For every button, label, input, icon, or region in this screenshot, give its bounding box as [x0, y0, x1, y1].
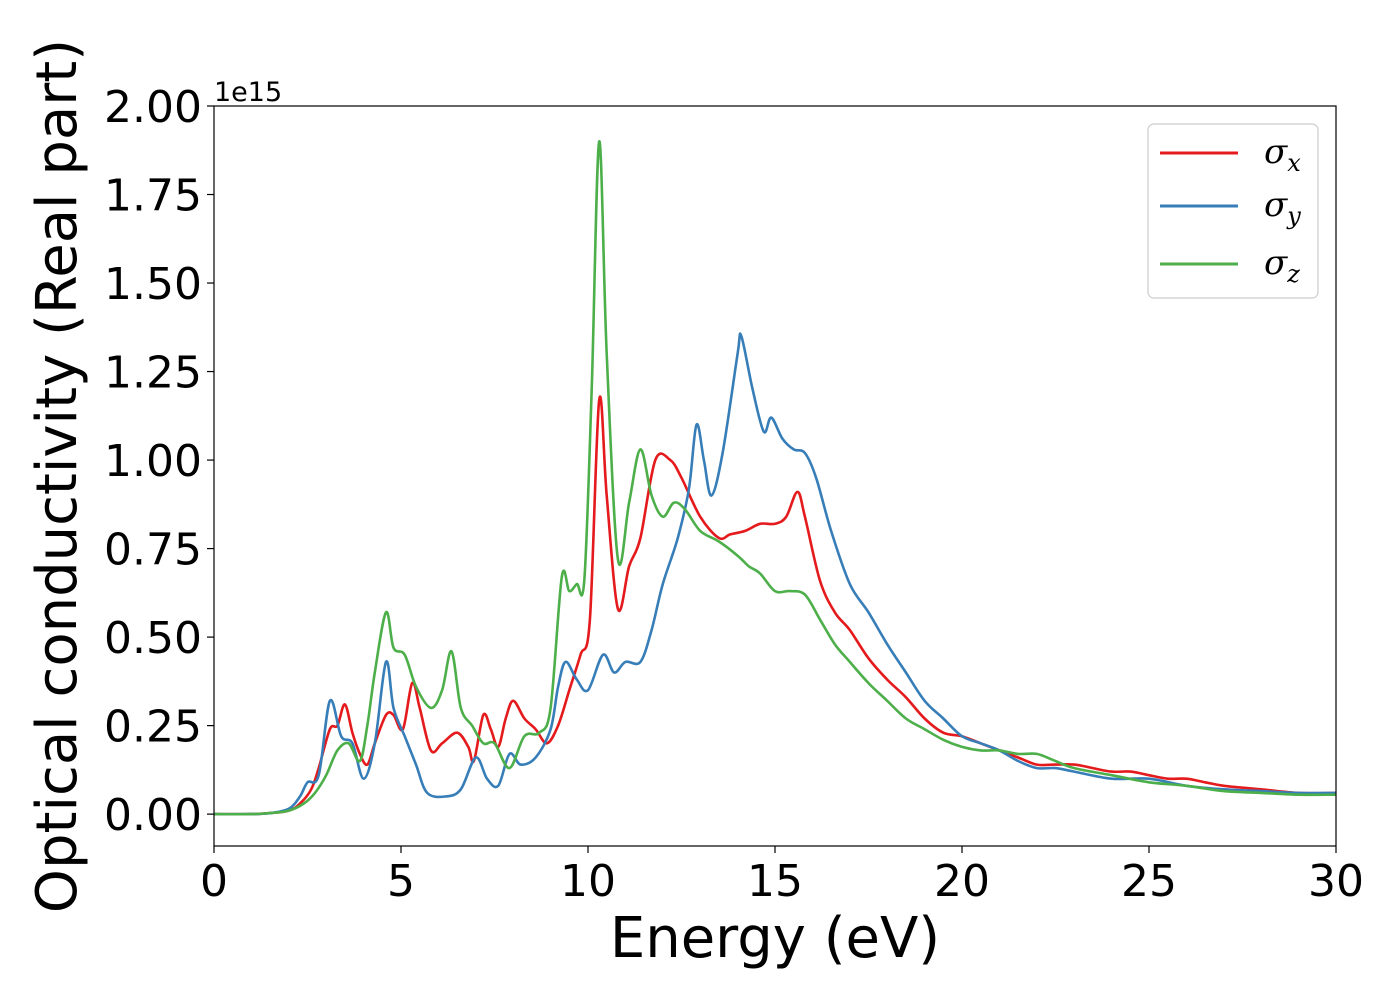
legend: σx σy σz: [1147, 123, 1319, 299]
y-tick-label: 0.50: [104, 613, 202, 664]
y-tick-label: 1.75: [104, 171, 202, 222]
x-axis-title: Energy (eV): [610, 906, 940, 971]
legend-box: [1147, 123, 1319, 299]
y-tick-label: 1.50: [104, 259, 202, 310]
y-tick-label: 0.25: [104, 702, 202, 753]
legend-label-sigma-y: σy: [1264, 185, 1301, 230]
x-tick-label: 20: [934, 856, 990, 907]
y-tick-label: 1.00: [104, 436, 202, 487]
y-axis-title: Optical conductivity (Real part): [25, 39, 90, 913]
series-line-y: [213, 332, 1337, 816]
y-axis-ticks: 0.00 0.25 0.50 0.75 1.00 1.25 1.50 1.75 2.00: [104, 82, 214, 841]
y-tick-label: 2.00: [104, 82, 202, 133]
x-axis-ticks: 0 5 10 15 20 25 30: [200, 846, 1364, 907]
x-tick-label: 25: [1121, 856, 1177, 907]
legend-entry-sigma-z: σz: [1160, 243, 1300, 288]
series-line-x: [213, 395, 1337, 816]
legend-entry-sigma-x: σx: [1160, 132, 1301, 177]
x-tick-label: 0: [200, 856, 228, 907]
x-tick-label: 5: [387, 856, 415, 907]
x-tick-label: 15: [747, 856, 803, 907]
y-tick-label: 0.00: [104, 790, 202, 841]
legend-label-sigma-z: σz: [1264, 243, 1300, 288]
legend-label-sigma-x: σx: [1264, 132, 1301, 177]
y-tick-label: 0.75: [104, 525, 202, 576]
y-tick-label: 1.25: [104, 348, 202, 399]
series-lines: [213, 140, 1337, 816]
legend-entry-sigma-y: σy: [1160, 185, 1301, 230]
x-tick-label: 30: [1308, 856, 1364, 907]
y-offset-label: 1e15: [214, 77, 282, 108]
x-tick-label: 10: [560, 856, 616, 907]
series-line-z: [213, 140, 1337, 816]
